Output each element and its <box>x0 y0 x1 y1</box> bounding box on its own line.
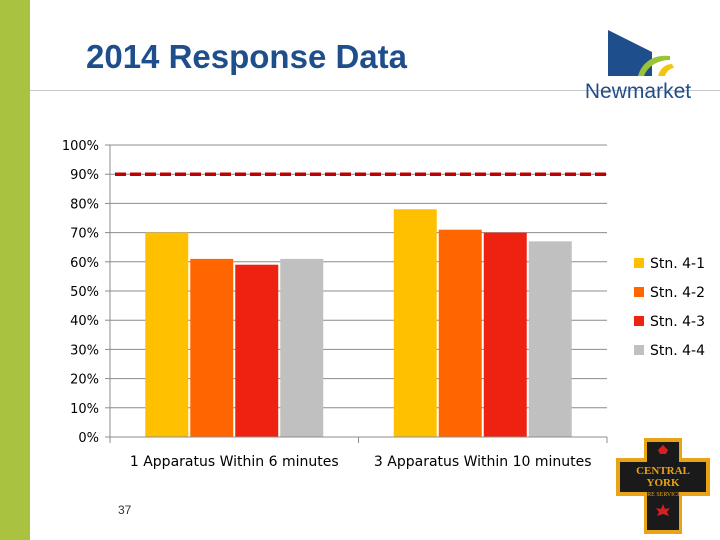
y-tick-label: 100% <box>62 139 99 154</box>
legend-label: Stn. 4-4 <box>650 343 705 359</box>
badge-body-shape <box>620 442 706 530</box>
y-tick-label: 90% <box>70 168 99 183</box>
badge-text-line1: CENTRAL <box>636 465 690 477</box>
bar <box>438 229 482 437</box>
bar <box>483 232 527 437</box>
y-tick-label: 80% <box>70 197 99 212</box>
y-tick-label: 60% <box>70 256 99 271</box>
legend-label: Stn. 4-3 <box>650 314 705 330</box>
y-tick-label: 0% <box>78 431 99 446</box>
y-tick-label: 70% <box>70 227 99 242</box>
bar <box>145 232 189 437</box>
flame-icon <box>658 445 668 454</box>
newmarket-logo: Newmarket <box>578 26 698 108</box>
legend-label: Stn. 4-1 <box>650 256 705 272</box>
maple-leaf-icon <box>656 504 670 516</box>
central-york-fire-badge: CENTRAL YORK FIRE SERVICES <box>616 438 710 534</box>
slide-title: 2014 Response Data <box>86 38 407 75</box>
logo-org-name: Newmarket <box>584 80 692 103</box>
y-tick-label: 40% <box>70 314 99 329</box>
legend-label: Stn. 4-2 <box>650 285 705 301</box>
bar <box>528 241 572 437</box>
side-accent-bar <box>0 0 30 540</box>
title-divider <box>30 90 720 91</box>
y-tick-label: 30% <box>70 343 99 358</box>
legend-swatch <box>634 316 644 326</box>
x-tick-label: 1 Apparatus Within 6 minutes <box>130 454 339 470</box>
bar <box>280 258 324 437</box>
legend-swatch <box>634 345 644 355</box>
legend-swatch <box>634 258 644 268</box>
y-tick-label: 10% <box>70 402 99 417</box>
x-tick-label: 3 Apparatus Within 10 minutes <box>374 454 592 470</box>
newmarket-logo-mark-icon <box>608 30 674 76</box>
bar <box>190 258 234 437</box>
bar <box>235 264 279 437</box>
legend-swatch <box>634 287 644 297</box>
badge-text-line3: FIRE SERVICES <box>642 492 684 498</box>
badge-text-line2: YORK <box>647 477 680 489</box>
y-tick-label: 20% <box>70 373 99 388</box>
y-tick-label: 50% <box>70 285 99 300</box>
bar <box>393 209 437 437</box>
page-number: 37 <box>118 503 132 517</box>
